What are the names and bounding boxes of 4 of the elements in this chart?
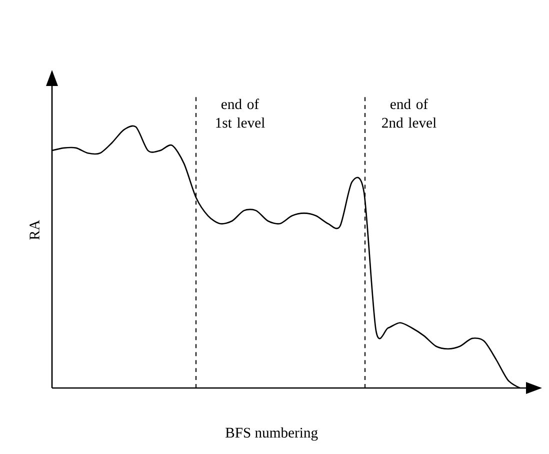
- annotation: end of 2nd level: [382, 98, 436, 128]
- y-axis-title: RA: [30, 220, 40, 240]
- x-axis-title: BFS numbering: [226, 427, 318, 441]
- annotation: end of 1st level: [216, 98, 265, 128]
